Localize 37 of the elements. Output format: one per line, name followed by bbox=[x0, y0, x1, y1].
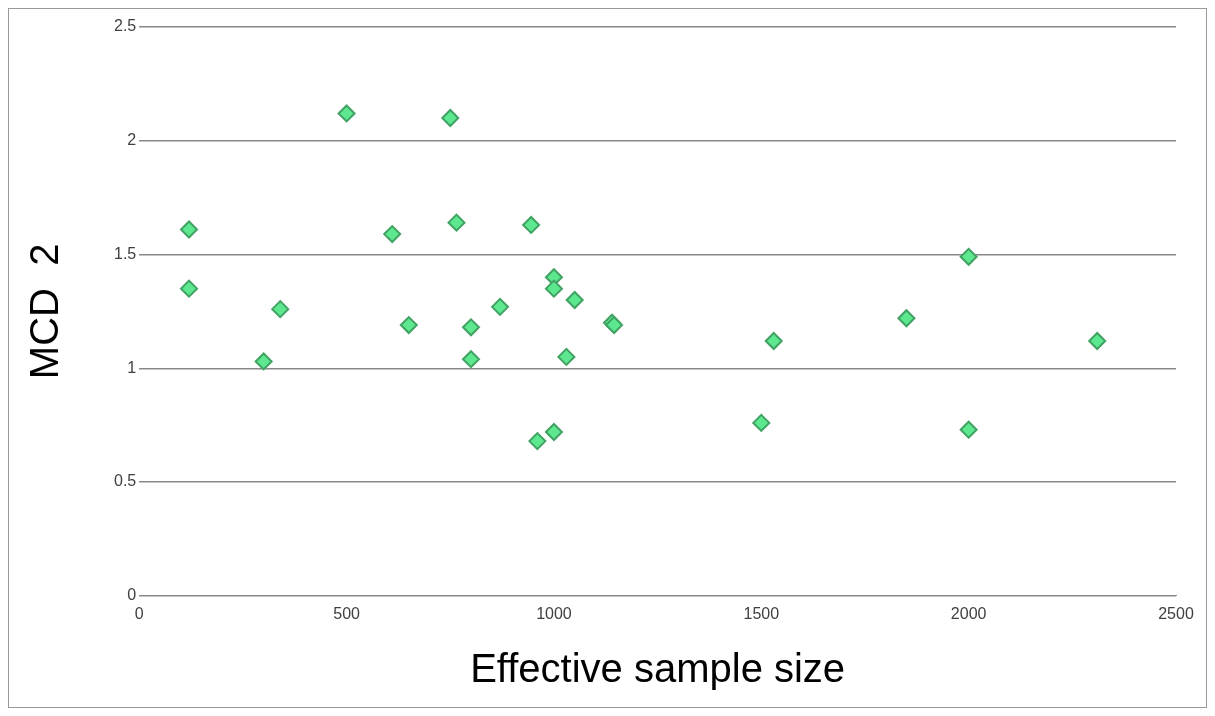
x-axis-title: Effective sample size bbox=[470, 646, 846, 691]
point bbox=[337, 104, 356, 123]
point bbox=[180, 220, 199, 239]
x-tick-label: 500 bbox=[333, 604, 361, 622]
point bbox=[764, 331, 783, 350]
point bbox=[462, 350, 481, 369]
point bbox=[447, 213, 466, 232]
point bbox=[959, 247, 978, 266]
point bbox=[399, 316, 418, 335]
point bbox=[383, 225, 402, 244]
y-tick-label: 1 bbox=[127, 358, 137, 376]
point bbox=[557, 347, 576, 366]
point bbox=[544, 279, 563, 298]
point bbox=[528, 432, 547, 451]
x-tick-label: 2500 bbox=[1158, 604, 1194, 622]
y-tick-label: 0.5 bbox=[113, 472, 137, 490]
y-tick-label: 1.5 bbox=[113, 244, 137, 262]
x-tick-label: 2000 bbox=[950, 604, 987, 622]
point bbox=[1088, 331, 1107, 350]
point bbox=[959, 420, 978, 439]
y-axis-title: MCD 2 bbox=[22, 243, 67, 380]
point bbox=[441, 109, 460, 128]
x-tick-label: 1500 bbox=[743, 604, 780, 622]
point bbox=[180, 279, 199, 298]
point bbox=[522, 215, 541, 234]
x-tick-label: 1000 bbox=[536, 604, 572, 622]
point bbox=[565, 291, 584, 310]
y-tick-label: 2 bbox=[127, 131, 137, 149]
point bbox=[897, 309, 916, 328]
point bbox=[491, 297, 510, 316]
point bbox=[271, 300, 290, 319]
point bbox=[752, 413, 771, 432]
y-tick-label: 2.5 bbox=[113, 17, 137, 35]
point bbox=[462, 318, 481, 337]
y-tick-label: 0 bbox=[127, 586, 137, 604]
point bbox=[544, 422, 563, 441]
point bbox=[254, 352, 273, 371]
